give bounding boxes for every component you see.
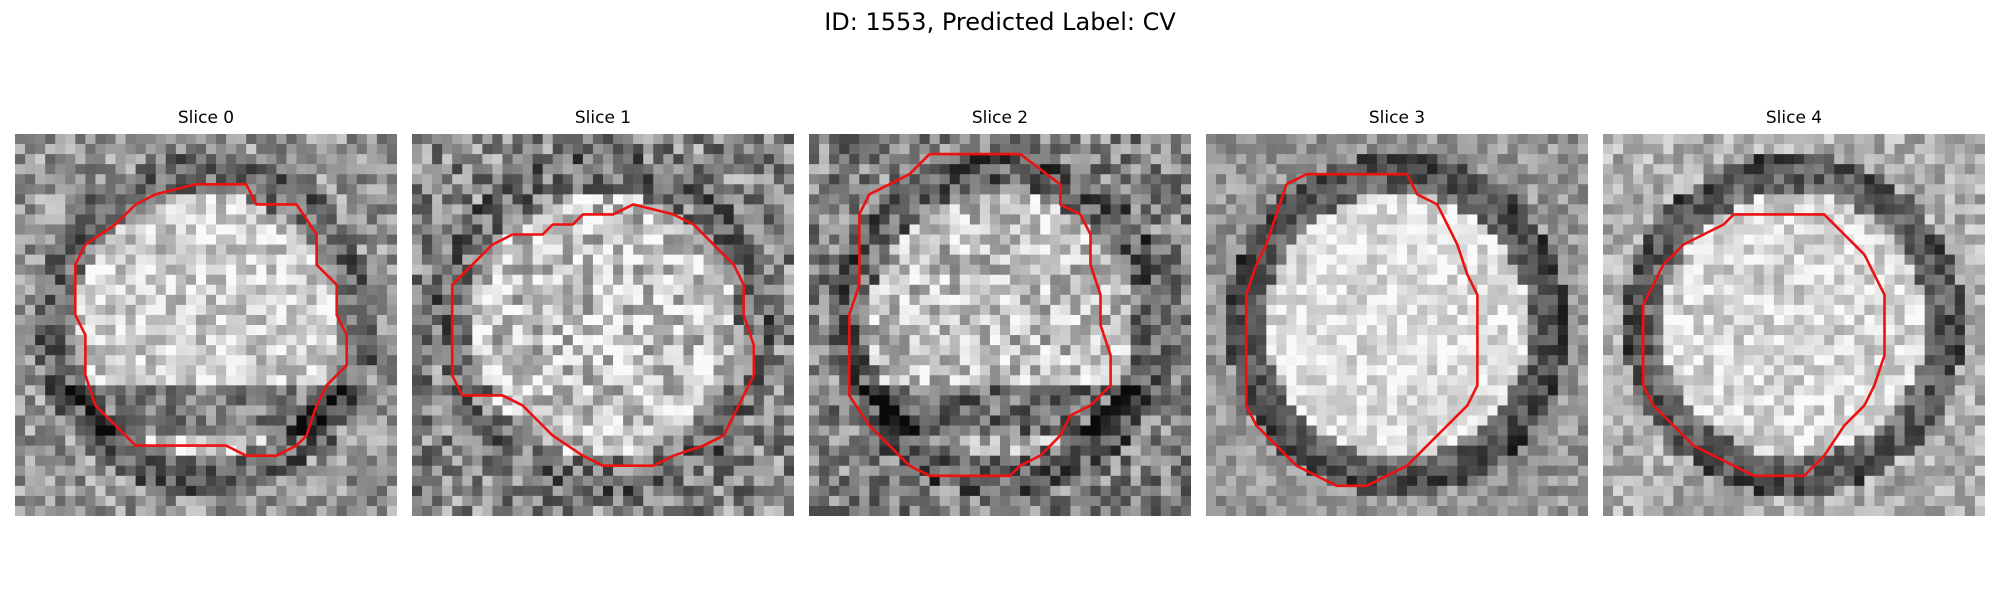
slice-title: Slice 2 bbox=[971, 108, 1029, 128]
slice-title: Slice 4 bbox=[1765, 108, 1823, 128]
slice-title: Slice 1 bbox=[574, 108, 632, 128]
slice-texture bbox=[412, 134, 794, 516]
segmentation-contour bbox=[1641, 213, 1886, 478]
slice-title: Slice 0 bbox=[177, 108, 235, 128]
slice-image bbox=[1206, 134, 1588, 516]
slice-image bbox=[15, 134, 397, 516]
slice-texture bbox=[809, 134, 1191, 516]
segmentation-contour bbox=[73, 182, 349, 458]
slice-texture bbox=[1206, 134, 1588, 516]
slice-title: Slice 3 bbox=[1368, 108, 1426, 128]
slice-texture bbox=[1603, 134, 1985, 516]
slice-image bbox=[1603, 134, 1985, 516]
slice-texture bbox=[15, 134, 397, 516]
slice-image bbox=[412, 134, 794, 516]
figure-title: ID: 1553, Predicted Label: CV bbox=[824, 8, 1176, 36]
slice-image bbox=[809, 134, 1191, 516]
segmentation-contour bbox=[450, 203, 756, 468]
segmentation-contour bbox=[1244, 172, 1479, 488]
segmentation-contour bbox=[847, 152, 1112, 478]
